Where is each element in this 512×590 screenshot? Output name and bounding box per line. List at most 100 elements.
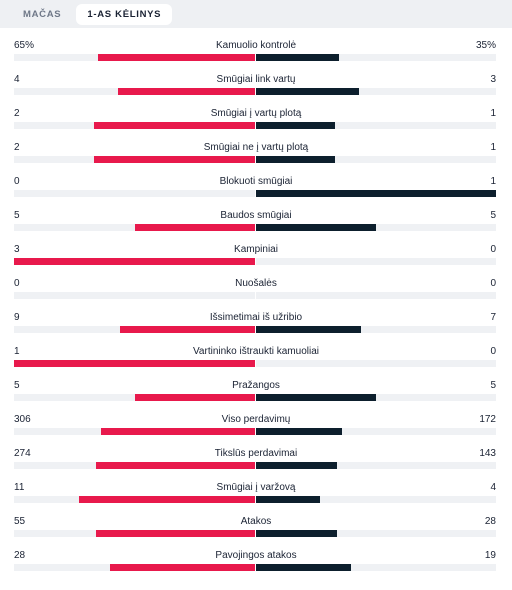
stat-bar-track [14,326,496,333]
stat-bar-divider [254,156,256,163]
stat-bar-divider [254,428,256,435]
stat-row: 306 Viso perdavimų 172 [0,403,512,437]
stat-bar-track [14,88,496,95]
stat-bar-divider [254,564,256,571]
stat-away-value: 172 [479,414,496,425]
stat-home-bar [134,394,255,401]
stat-away-bar [255,122,335,129]
stat-bar-track [14,462,496,469]
stat-row: 4 Smūgiai link vartų 3 [0,63,512,97]
stat-away-value: 28 [484,516,496,527]
stat-label: Smūgiai į varžovą [216,482,296,493]
stat-row: 3 Kampiniai 0 [0,233,512,267]
stat-bar-track [14,564,496,571]
stat-away-bar [255,394,376,401]
stat-away-value: 143 [479,448,496,459]
stat-label: Tikslūs perdavimai [214,448,298,459]
stat-label: Smūgiai į vartų plotą [210,108,302,119]
stat-away-bar [255,190,496,197]
stat-bar-track [14,530,496,537]
stat-away-bar [255,326,362,333]
stat-home-value: 3 [14,244,20,255]
period-tabs: MAČAS 1-AS KĖLINYS [0,0,512,28]
tab-first-half[interactable]: 1-AS KĖLINYS [76,3,173,25]
stat-away-value: 0 [490,346,496,357]
stat-label: Pavojingos atakos [215,550,297,561]
stat-home-value: 274 [14,448,31,459]
stat-away-bar [255,156,335,163]
stat-label: Nuošalės [235,278,277,289]
stat-home-value: 65% [14,40,35,51]
stat-bar-divider [254,292,256,299]
stat-home-value: 5 [14,210,20,221]
stat-bar-divider [254,54,256,61]
stat-bar-track [14,496,496,503]
stat-away-value: 35% [475,40,496,51]
stat-home-value: 2 [14,142,20,153]
stat-bar-divider [254,530,256,537]
stat-label: Kampiniai [234,244,278,255]
stat-away-bar [255,530,337,537]
stat-away-bar [255,224,376,231]
stat-bar-divider [254,360,256,367]
stat-row: 5 Baudos smūgiai 5 [0,199,512,233]
stat-home-value: 5 [14,380,20,391]
stat-home-value: 9 [14,312,20,323]
stat-bar-track [14,224,496,231]
stat-home-bar [95,530,255,537]
stat-home-bar [100,428,255,435]
stat-bar-track [14,190,496,197]
stat-bar-divider [254,88,256,95]
stat-away-bar [255,88,359,95]
stat-row: 55 Atakos 28 [0,505,512,539]
stat-away-value: 5 [490,380,496,391]
stat-bar-track [14,292,496,299]
stat-row: 0 Nuošalės 0 [0,267,512,301]
stat-bar-track [14,394,496,401]
stat-label: Baudos smūgiai [220,210,292,221]
stat-bar-track [14,54,496,61]
stat-bar-track [14,360,496,367]
stat-bar-divider [254,462,256,469]
tab-match[interactable]: MAČAS [23,8,62,20]
stat-away-bar [255,54,340,61]
stat-row: 28 Pavojingos atakos 19 [0,539,512,573]
stat-bar-track [14,428,496,435]
stat-bar-divider [254,258,256,265]
stat-bar-track [14,122,496,129]
stat-row: 0 Blokuoti smūgiai 1 [0,165,512,199]
stat-bar-track [14,258,496,265]
stat-home-bar [110,564,255,571]
stat-bar-divider [254,122,256,129]
stat-bar-divider [254,394,256,401]
stat-away-value: 1 [490,142,496,153]
stat-bar-divider [254,224,256,231]
stat-away-value: 0 [490,278,496,289]
stat-row: 2 Smūgiai į vartų plotą 1 [0,97,512,131]
stat-home-bar [98,54,255,61]
stat-away-value: 3 [490,74,496,85]
stat-home-value: 55 [14,516,26,527]
stat-away-value: 0 [490,244,496,255]
stat-row: 1 Vartininko ištraukti kamuoliai 0 [0,335,512,369]
stat-row: 2 Smūgiai ne į vartų plotą 1 [0,131,512,165]
stat-home-value: 306 [14,414,31,425]
stat-bar-divider [254,496,256,503]
stat-away-bar [255,428,342,435]
stat-away-value: 4 [490,482,496,493]
stat-away-bar [255,462,337,469]
stat-away-bar [255,496,321,503]
stat-home-bar [95,462,255,469]
stat-home-value: 11 [14,482,25,493]
stat-away-value: 19 [484,550,496,561]
stat-home-value: 28 [14,550,26,561]
stat-label: Kamuolio kontrolė [215,40,297,51]
stat-bar-divider [254,326,256,333]
stat-home-bar [120,326,255,333]
stat-label: Blokuoti smūgiai [219,176,293,187]
stat-home-value: 2 [14,108,20,119]
stat-label: Viso perdavimų [221,414,291,425]
stat-row: 274 Tikslūs perdavimai 143 [0,437,512,471]
stat-row: 5 Pražangos 5 [0,369,512,403]
stat-home-value: 0 [14,176,20,187]
